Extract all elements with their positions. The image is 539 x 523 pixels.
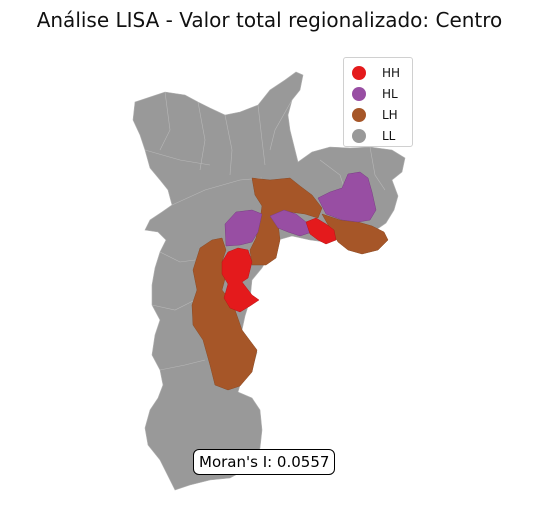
legend-label-hl: HL <box>382 86 398 101</box>
district-borders <box>144 91 386 371</box>
region-hh-east <box>305 217 337 245</box>
legend-item-hl: HL <box>352 83 412 104</box>
legend-label-ll: LL <box>382 128 396 143</box>
legend-marker-ll <box>352 128 366 143</box>
region-lh-south <box>191 237 258 391</box>
legend: HH HL LH LL <box>343 57 413 147</box>
legend-marker-lh <box>352 107 366 122</box>
legend-marker-hh <box>352 65 366 80</box>
morans-i-annotation: Moran's I: 0.0557 <box>193 449 336 475</box>
legend-label-lh: LH <box>382 107 398 122</box>
legend-item-hh: HH <box>352 62 412 83</box>
legend-item-lh: LH <box>352 104 412 125</box>
region-hl-west <box>224 209 263 247</box>
legend-item-ll: LL <box>352 125 412 146</box>
region-hl-east <box>317 171 377 223</box>
legend-label-hh: HH <box>382 65 401 80</box>
legend-marker-hl <box>352 86 366 101</box>
region-hh-center <box>221 247 260 313</box>
map-title: Análise LISA - Valor total regionalizado… <box>36 8 503 32</box>
